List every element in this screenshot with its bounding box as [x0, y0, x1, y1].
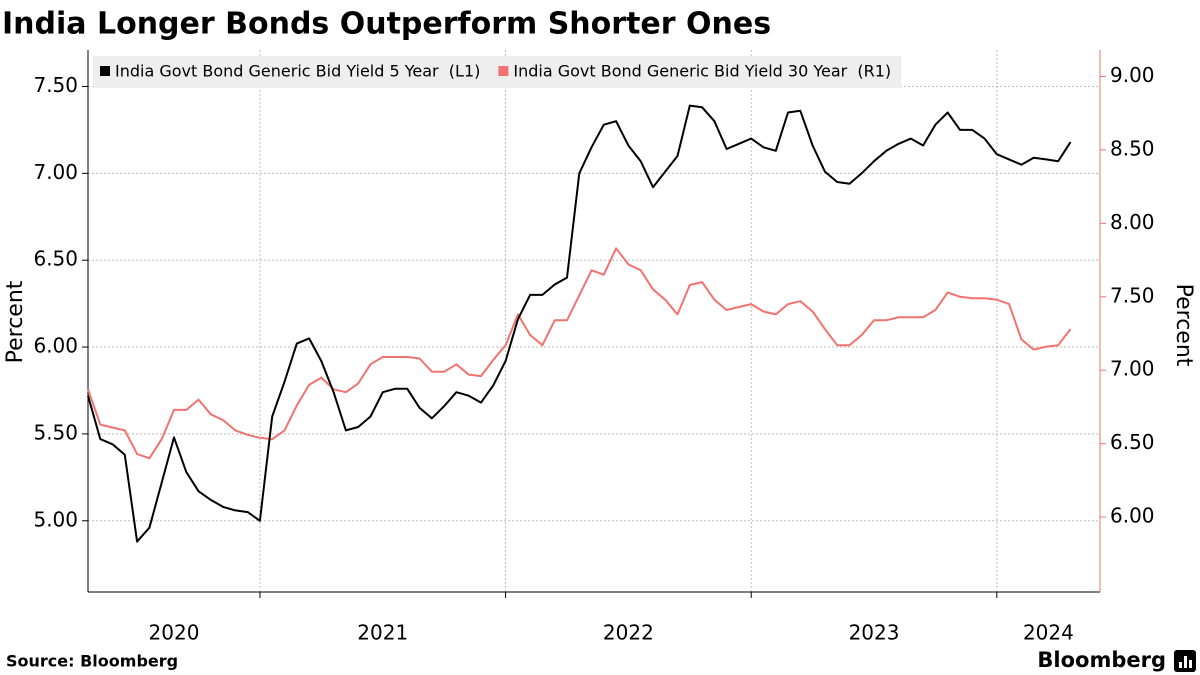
- x-tick-label: 2022: [603, 621, 654, 645]
- y2-tick-label: 7.50: [1110, 283, 1155, 307]
- legend-swatch: [498, 66, 509, 76]
- chart-title: India Longer Bonds Outperform Shorter On…: [2, 7, 771, 42]
- x-tick-label: 2024: [1023, 621, 1074, 645]
- y2-tick-label: 6.00: [1110, 504, 1155, 528]
- legend: India Govt Bond Generic Bid Yield 5 Year…: [93, 56, 902, 88]
- y2-tick-label: 8.50: [1110, 136, 1155, 160]
- y-tick-label: 5.50: [33, 420, 78, 444]
- series-line: [87, 104, 1072, 543]
- x-tick-label: 2020: [149, 621, 200, 645]
- y-tick-label: 5.00: [33, 507, 78, 531]
- y-tick-label: 6.50: [33, 247, 78, 271]
- y-tick-label: 6.00: [33, 334, 78, 358]
- y2-tick-label: 6.50: [1110, 430, 1155, 454]
- brand: Bloomberg: [1037, 648, 1166, 672]
- y2-tick-label: 7.00: [1110, 357, 1155, 381]
- y2-tick-label: 8.00: [1110, 210, 1155, 234]
- series-line: [87, 247, 1072, 460]
- legend-label: India Govt Bond Generic Bid Yield 5 Year…: [115, 62, 480, 81]
- y-tick-label: 7.00: [33, 160, 78, 184]
- y-tick-label: 7.50: [33, 73, 78, 97]
- source: Source: Bloomberg: [6, 652, 178, 671]
- x-tick-label: 2023: [849, 621, 900, 645]
- legend-box: [93, 56, 902, 88]
- y2-tick-label: 9.00: [1110, 63, 1155, 87]
- y2-axis-title: Percent: [1171, 284, 1196, 367]
- y-axis-title: Percent: [3, 280, 28, 363]
- legend-label: India Govt Bond Generic Bid Yield 30 Yea…: [513, 62, 891, 81]
- legend-swatch: [100, 66, 110, 76]
- brand-icon: [1174, 650, 1196, 672]
- x-tick-label: 2021: [357, 621, 408, 645]
